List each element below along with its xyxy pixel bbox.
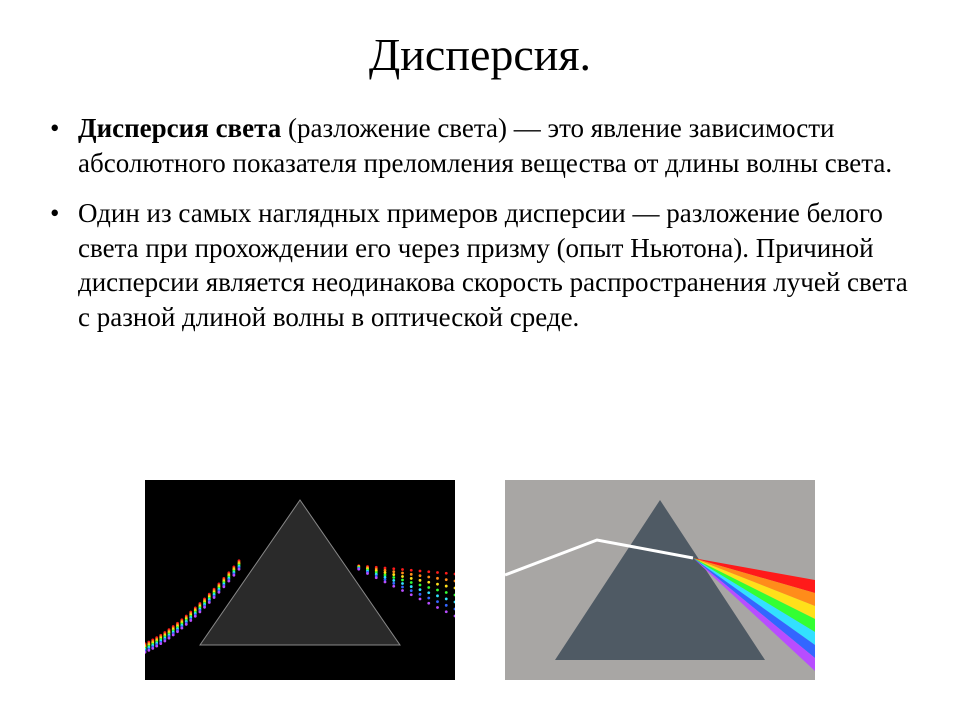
spectrum-dot [427,602,430,605]
spectrum-dot [366,572,369,575]
spectrum-dot [427,591,430,594]
spectrum-dot [401,589,404,592]
spectrum-dot [208,601,211,604]
spectrum-dot [410,589,413,592]
spectrum-dot [427,581,430,584]
spectrum-dot [454,580,455,583]
spectrum-dot [419,588,422,591]
spectrum-dot [180,627,183,630]
spectrum-dot [168,637,171,640]
spectrum-dot [445,610,448,613]
spectrum-dot [445,604,448,607]
spectrum-dot [427,597,430,600]
spectrum-dot [384,581,387,584]
spectrum-dot [419,584,422,587]
spectrum-dot [155,645,158,648]
spectrum-dot [419,579,422,582]
spectrum-dot [185,623,188,626]
prism-light-panel [505,480,815,680]
spectrum-dot [375,576,378,579]
spectrum-dot [159,642,162,645]
spectrum-dot [445,578,448,581]
spectrum-dot [401,579,404,582]
spectrum-dot [147,649,150,652]
spectrum-dot [203,606,206,609]
spectrum-dot [401,575,404,578]
spectrum-dot [151,647,154,650]
spectrum-dot [436,583,439,586]
spectrum-dot [238,568,241,571]
spectrum-dot [436,600,439,603]
spectrum-dot [410,593,413,596]
bullet-example: Один из самых наглядных примеров дисперс… [74,196,910,334]
spectrum-dot [454,587,455,590]
spectrum-dot [410,569,413,572]
spectrum-dot [436,571,439,574]
prism-dark-svg [145,480,455,680]
spectrum-dot [392,573,395,576]
spectrum-dot [392,570,395,573]
spectrum-dot [392,585,395,588]
spectrum-dot [436,589,439,592]
bullet-definition: Дисперсия света (разложение света) — это… [74,111,910,180]
spectrum-dot [454,573,455,576]
spectrum-dot [427,570,430,573]
spectrum-dot [427,586,430,589]
spectrum-dot [176,630,179,633]
spectrum-dot [419,574,422,577]
spectrum-dot [454,601,455,604]
spectrum-dot [213,596,216,599]
spectrum-dot [392,567,395,570]
slide-title: Дисперсия. [50,28,910,81]
definition-term: Дисперсия света [78,113,281,143]
spectrum-dot [410,573,413,576]
spectrum-dot [198,611,201,614]
spectrum-dot [401,582,404,585]
spectrum-dot [436,594,439,597]
spectrum-dot [419,598,422,601]
spectrum-dot [454,615,455,618]
spectrum-dot [227,580,230,583]
spectrum-dot [454,608,455,611]
spectrum-dot [454,594,455,597]
spectrum-dot [445,591,448,594]
spectrum-dot [357,568,360,571]
spectrum-dot [392,579,395,582]
spectrum-dot [445,585,448,588]
prism-light-svg [505,480,815,680]
spectrum-dot [419,570,422,573]
spectrum-dot [194,615,197,618]
spectrum-dot [189,619,192,622]
spectrum-dot [445,598,448,601]
spectrum-dot [218,591,221,594]
spectrum-dot [232,574,235,577]
spectrum-dot [427,576,430,579]
spectrum-dot [419,593,422,596]
bullet-list: Дисперсия света (разложение света) — это… [50,111,910,334]
spectrum-dot [436,606,439,609]
spectrum-dot [436,577,439,580]
prism-images-row [0,480,960,680]
spectrum-dot [172,634,175,637]
spectrum-dot [410,585,413,588]
slide: Дисперсия. Дисперсия света (разложение с… [0,0,960,720]
spectrum-dot [401,586,404,589]
spectrum-dot [445,572,448,575]
spectrum-dot [392,576,395,579]
spectrum-dot [392,582,395,585]
spectrum-dot [163,640,166,643]
spectrum-dot [222,585,225,588]
spectrum-dot [401,572,404,575]
spectrum-dot [410,581,413,584]
spectrum-dot [410,577,413,580]
prism-dark-panel [145,480,455,680]
spectrum-dot [401,568,404,571]
